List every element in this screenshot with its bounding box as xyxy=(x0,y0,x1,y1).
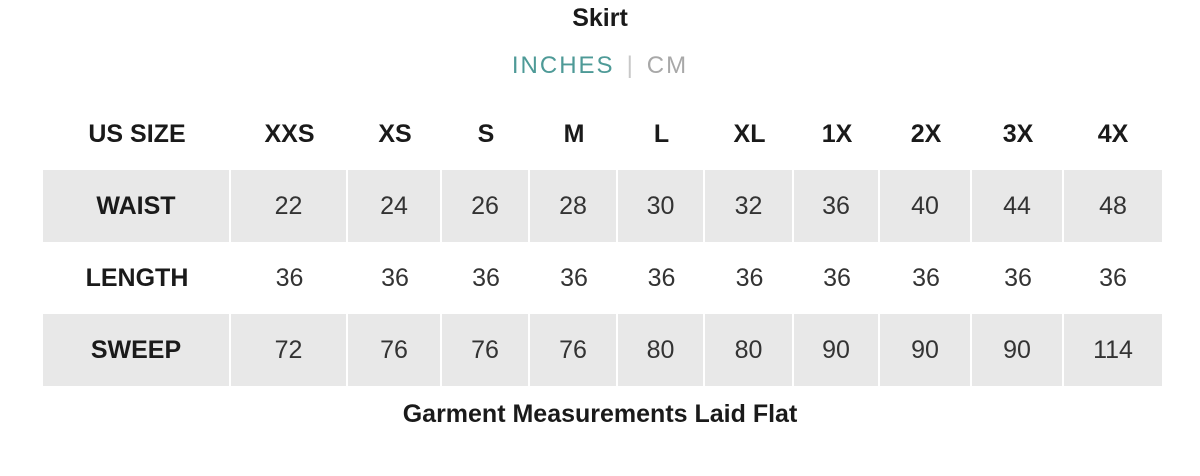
measurement-cell: 28 xyxy=(530,170,618,242)
measurement-cell: 36 xyxy=(794,170,880,242)
size-header: 4X xyxy=(1097,119,1129,148)
size-header: S xyxy=(477,119,495,148)
measurement-cell: 90 xyxy=(972,314,1064,386)
table-row: SWEEP 72 76 76 76 80 80 90 90 90 114 xyxy=(43,314,1162,386)
measurement-cell: 36 xyxy=(735,263,764,292)
table-row: LENGTH 36 36 36 36 36 36 36 36 36 36 xyxy=(43,242,1162,314)
header-label: US SIZE xyxy=(88,119,186,148)
measurement-cell: 44 xyxy=(972,170,1064,242)
chart-title: Skirt xyxy=(572,4,628,32)
measurement-cell: 26 xyxy=(442,170,530,242)
measurement-cell: 76 xyxy=(348,314,442,386)
measurement-cell: 80 xyxy=(618,314,705,386)
measurement-cell: 90 xyxy=(794,314,880,386)
unit-inches-button[interactable]: INCHES xyxy=(511,52,615,79)
header-row: US SIZE XXS XS S M L XL 1X 2X 3X 4X xyxy=(43,98,1162,170)
measurement-cell: 36 xyxy=(275,263,304,292)
measurement-cell: 76 xyxy=(442,314,530,386)
measurement-cell: 36 xyxy=(1004,263,1032,292)
measurement-cell: 36 xyxy=(823,263,851,292)
measurement-cell: 40 xyxy=(880,170,972,242)
measurement-cell: 76 xyxy=(530,314,618,386)
measurement-cell: 36 xyxy=(647,263,676,292)
measurement-cell: 30 xyxy=(618,170,705,242)
row-label: SWEEP xyxy=(43,314,231,386)
size-header: 2X xyxy=(910,119,942,148)
size-header: XS xyxy=(378,119,412,148)
size-chart-table: US SIZE XXS XS S M L XL 1X 2X 3X 4X WAIST 22 24 26 28 3… xyxy=(43,98,1162,386)
measurement-cell: 90 xyxy=(880,314,972,386)
measurement-cell: 36 xyxy=(560,263,588,292)
measurement-cell: 36 xyxy=(381,263,409,292)
row-label: WAIST xyxy=(43,170,231,242)
unit-cm-button[interactable]: CM xyxy=(646,52,689,79)
table-row: WAIST 22 24 26 28 30 32 36 40 44 48 xyxy=(43,170,1162,242)
size-header: XL xyxy=(733,119,766,148)
measurement-cell: 48 xyxy=(1064,170,1162,242)
unit-separator: | xyxy=(626,52,635,79)
measurement-cell: 22 xyxy=(231,170,348,242)
footer-note: Garment Measurements Laid Flat xyxy=(402,400,798,428)
measurement-cell: 36 xyxy=(472,263,500,292)
size-header: L xyxy=(653,119,670,148)
unit-toggle: INCHES | CM xyxy=(0,52,1200,80)
measurement-cell: 24 xyxy=(348,170,442,242)
measurement-cell: 32 xyxy=(705,170,794,242)
size-header: 1X xyxy=(821,119,853,148)
size-header: 3X xyxy=(1002,119,1034,148)
measurement-cell: 72 xyxy=(231,314,348,386)
measurement-cell: 114 xyxy=(1064,314,1162,386)
measurement-cell: 36 xyxy=(1099,263,1127,292)
size-header: M xyxy=(563,119,585,148)
measurement-cell: 36 xyxy=(912,263,940,292)
size-header: XXS xyxy=(264,119,315,148)
row-label: LENGTH xyxy=(85,263,189,292)
measurement-cell: 80 xyxy=(705,314,794,386)
